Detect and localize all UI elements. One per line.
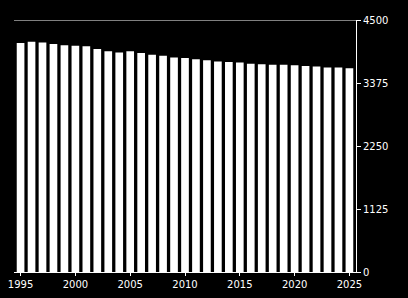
svg-text:3375: 3375 <box>363 78 388 89</box>
svg-text:2015: 2015 <box>227 279 252 290</box>
svg-text:0: 0 <box>363 267 369 278</box>
svg-text:2010: 2010 <box>172 279 197 290</box>
svg-text:1125: 1125 <box>363 204 388 215</box>
svg-text:4500: 4500 <box>363 15 388 26</box>
svg-text:1995: 1995 <box>8 279 33 290</box>
svg-text:2005: 2005 <box>117 279 142 290</box>
svg-text:2000: 2000 <box>63 279 88 290</box>
svg-text:2250: 2250 <box>363 141 388 152</box>
svg-text:2020: 2020 <box>282 279 307 290</box>
svg-text:2025: 2025 <box>337 279 362 290</box>
